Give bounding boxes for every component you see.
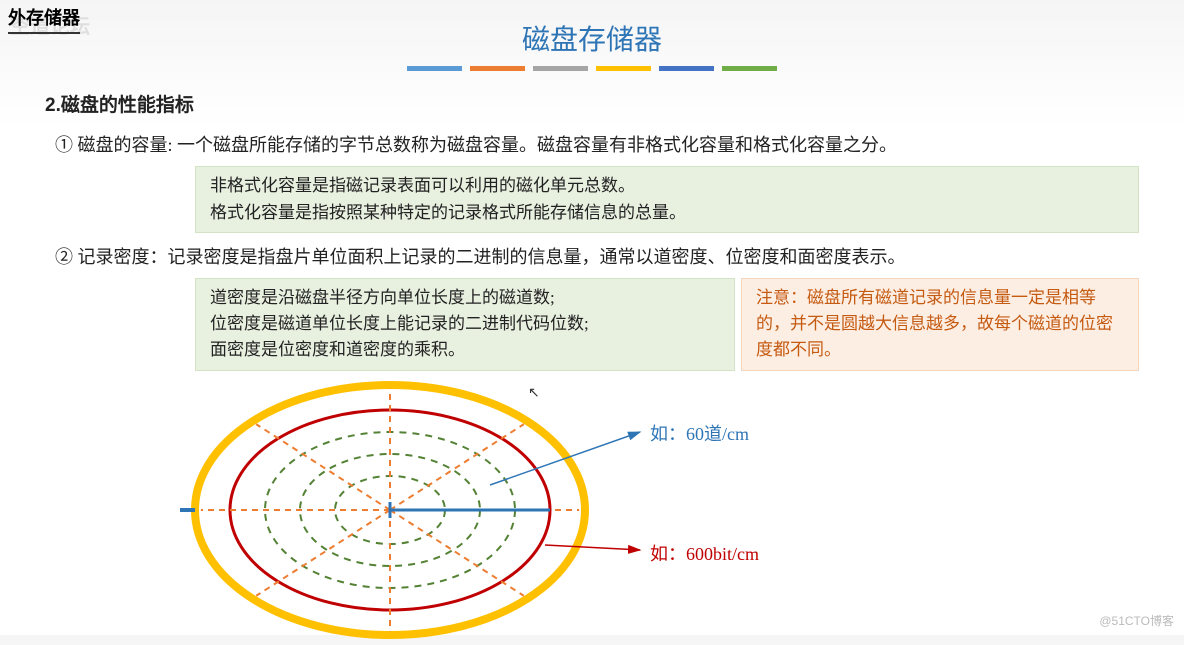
item-capacity: ① 磁盘的容量: 一个磁盘所能存储的字节总数称为磁盘容量。磁盘容量有非格式化容量… bbox=[55, 131, 1139, 160]
density-notes-row: 道密度是沿磁盘半径方向单位长度上的磁道数; 位密度是磁道单位长度上能记录的二进制… bbox=[195, 278, 1139, 371]
section-heading: 2.磁盘的性能指标 bbox=[45, 91, 1139, 121]
disk-diagram: 如：60道/cm 如：600bit/cm bbox=[180, 380, 980, 640]
watermark-bottomright: @51CTO博客 bbox=[1099, 612, 1174, 629]
header-topleft: 外存储器 bbox=[8, 4, 80, 34]
disk-svg bbox=[180, 380, 980, 640]
note-line: 位密度是磁道单位长度上能记录的二进制代码位数; bbox=[210, 311, 720, 337]
note-capacity: 非格式化容量是指磁记录表面可以利用的磁化单元总数。 格式化容量是指按照某种特定的… bbox=[195, 166, 1139, 233]
note-density: 道密度是沿磁盘半径方向单位长度上的磁道数; 位密度是磁道单位长度上能记录的二进制… bbox=[195, 278, 735, 371]
note-line: 道密度是沿磁盘半径方向单位长度上的磁道数; bbox=[210, 285, 720, 311]
item-density: ② 记录密度：记录密度是指盘片单位面积上记录的二进制的信息量，通常以道密度、位密… bbox=[55, 243, 1139, 272]
page-title: 磁盘存储器 bbox=[0, 0, 1184, 58]
note-line: 非格式化容量是指磁记录表面可以利用的磁化单元总数。 bbox=[210, 173, 1124, 199]
note-line: 面密度是位密度和道密度的乘积。 bbox=[210, 337, 720, 363]
label-bit-density: 如：600bit/cm bbox=[650, 540, 759, 566]
warning-box: 注意：磁盘所有磁道记录的信息量一定是相等的，并不是圆越大信息越多，故每个磁道的位… bbox=[741, 278, 1139, 371]
note-line: 格式化容量是指按照某种特定的记录格式所能存储信息的总量。 bbox=[210, 200, 1124, 226]
label-track-density: 如：60道/cm bbox=[650, 420, 749, 446]
content-area: 2.磁盘的性能指标 ① 磁盘的容量: 一个磁盘所能存储的字节总数称为磁盘容量。磁… bbox=[0, 71, 1184, 371]
